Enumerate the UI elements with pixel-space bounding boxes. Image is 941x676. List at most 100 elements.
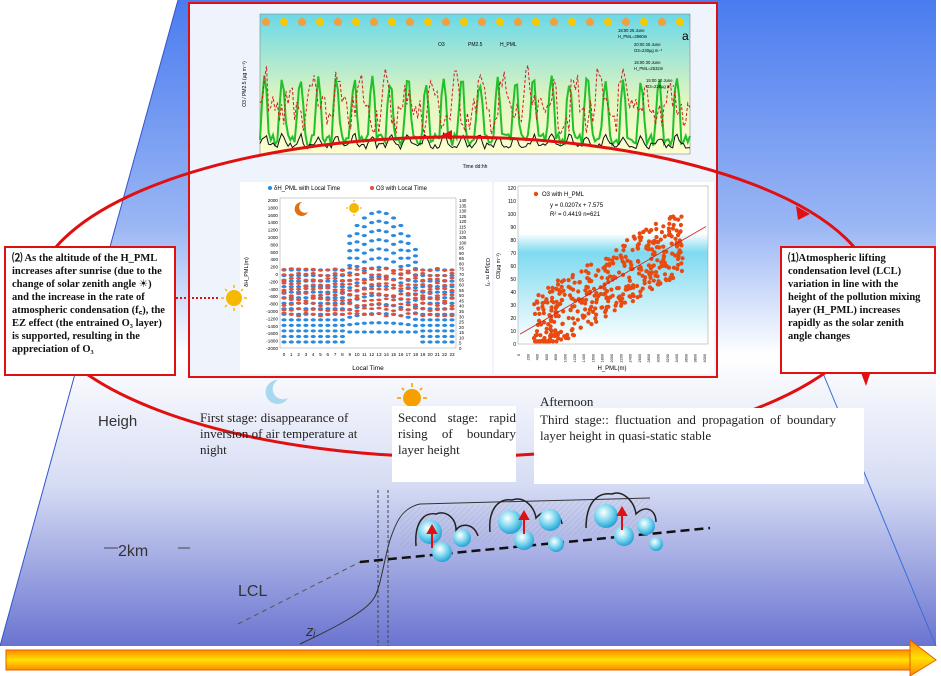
- o3-time-point: [288, 287, 294, 291]
- o3-time-point: [369, 298, 375, 302]
- dh-point: [434, 301, 440, 305]
- o3-time-point: [449, 276, 455, 280]
- scatter-point: [639, 267, 644, 272]
- scatter-x-tick-label: 0: [517, 354, 521, 356]
- o3-time-point: [398, 276, 404, 280]
- o3-time-point: [281, 278, 287, 282]
- scatter-point: [610, 277, 615, 282]
- scatter-point: [630, 247, 635, 253]
- dh-point: [398, 322, 404, 326]
- ellipse-arrow-top: [440, 130, 452, 140]
- o3-time-point: [376, 306, 382, 310]
- left-explanation-text: ⑵ As the altitude of the H_PML increases…: [12, 253, 165, 355]
- scatter-point: [603, 314, 608, 319]
- dh-point: [288, 290, 294, 294]
- o3-time-point: [390, 271, 397, 275]
- dh-point: [405, 330, 411, 334]
- dh-point: [296, 334, 302, 339]
- x-tick-label: 14: [384, 352, 390, 357]
- o3-time-point: [420, 297, 426, 301]
- scatter-point: [614, 300, 619, 305]
- o3-time-point: [434, 287, 440, 291]
- scatter-point: [680, 256, 685, 261]
- o3-time-point: [296, 307, 302, 311]
- scatter-point: [572, 304, 577, 309]
- scatter-point: [638, 238, 643, 243]
- annotation-6: H_PML=2532m: [634, 66, 664, 71]
- scatter-point: [664, 278, 669, 283]
- o3-time-point: [339, 269, 346, 272]
- dh-point: [339, 329, 346, 333]
- dh-point: [390, 251, 397, 255]
- scatter-point: [602, 286, 607, 291]
- scatter-point: [559, 279, 564, 284]
- o3-time-point: [412, 307, 419, 310]
- dh-point: [442, 323, 448, 327]
- scatter-point: [555, 303, 560, 308]
- o3-time-point: [281, 281, 287, 285]
- scatter-legend: O3 with H_PML: [542, 192, 585, 198]
- day-night-marker: [604, 18, 612, 26]
- cloud-bubbles: [415, 492, 663, 562]
- o3-time-point: [376, 312, 382, 316]
- o3-time-point: [434, 304, 440, 307]
- o3-time-point: [369, 278, 375, 282]
- dh-point: [376, 321, 382, 325]
- left-y-tick-label: 200: [270, 265, 278, 270]
- scatter-x-tick-label: 2800: [647, 354, 651, 362]
- dh-point: [449, 279, 455, 283]
- scatter-point: [669, 241, 674, 246]
- day-night-marker: [280, 18, 288, 26]
- scatter-point: [589, 304, 594, 309]
- day-night-marker: [514, 18, 522, 26]
- dh-point: [325, 279, 331, 283]
- dh-point: [310, 323, 316, 327]
- scatter-point: [593, 316, 598, 321]
- scatter-equation: y = 0.0207x + 7.575: [550, 203, 604, 209]
- right-y-tick-label: 135: [459, 203, 467, 208]
- scatter-point: [586, 311, 591, 316]
- dh-point: [398, 305, 404, 310]
- ellipse-arrow-right: [796, 206, 810, 220]
- o3-time-point: [427, 283, 433, 287]
- left-y-tick-label: 400: [270, 257, 278, 262]
- scatter-point: [667, 221, 672, 226]
- o3-time-point: [354, 284, 360, 288]
- dh-point: [434, 318, 440, 322]
- scatter-point: [538, 333, 543, 338]
- scatter-point: [550, 286, 555, 291]
- scatter-x-tick-label: 1800: [601, 354, 605, 362]
- o3-time-point: [449, 271, 455, 275]
- dh-point: [361, 233, 367, 238]
- x-tick-label: 9: [348, 352, 351, 357]
- dh-point: [288, 340, 294, 344]
- scatter-point: [544, 326, 549, 331]
- o3-time-point: [376, 282, 382, 286]
- o3-time-point: [332, 303, 338, 307]
- scatter-x-tick-label: 600: [545, 354, 549, 360]
- scatter-point: [556, 331, 561, 336]
- scatter-point: [652, 251, 657, 257]
- scatter-x-tick-label: 400: [536, 354, 540, 360]
- scatter-point: [662, 272, 668, 277]
- o3-time-point: [317, 286, 324, 290]
- sun-icon: [397, 383, 427, 413]
- dh-point: [405, 256, 411, 260]
- scatter-point: [554, 286, 559, 291]
- dh-point: [369, 248, 375, 252]
- x-tick-label: 0: [283, 352, 286, 357]
- o3-time-point: [347, 302, 353, 306]
- scatter-point: [622, 244, 627, 249]
- dh-point: [310, 340, 316, 344]
- o3-time-point: [427, 269, 433, 273]
- scatter-point: [568, 307, 573, 312]
- scatter-point: [556, 314, 561, 319]
- o3-time-point: [390, 278, 397, 282]
- right-y-tick-label: 5: [459, 341, 462, 346]
- scatter-point: [606, 257, 611, 262]
- scatter-point: [662, 234, 667, 239]
- dh-point: [296, 279, 302, 283]
- scatter-point: [675, 266, 680, 271]
- left-y-tick-label: -1000: [266, 309, 278, 314]
- scatter-point: [647, 280, 652, 285]
